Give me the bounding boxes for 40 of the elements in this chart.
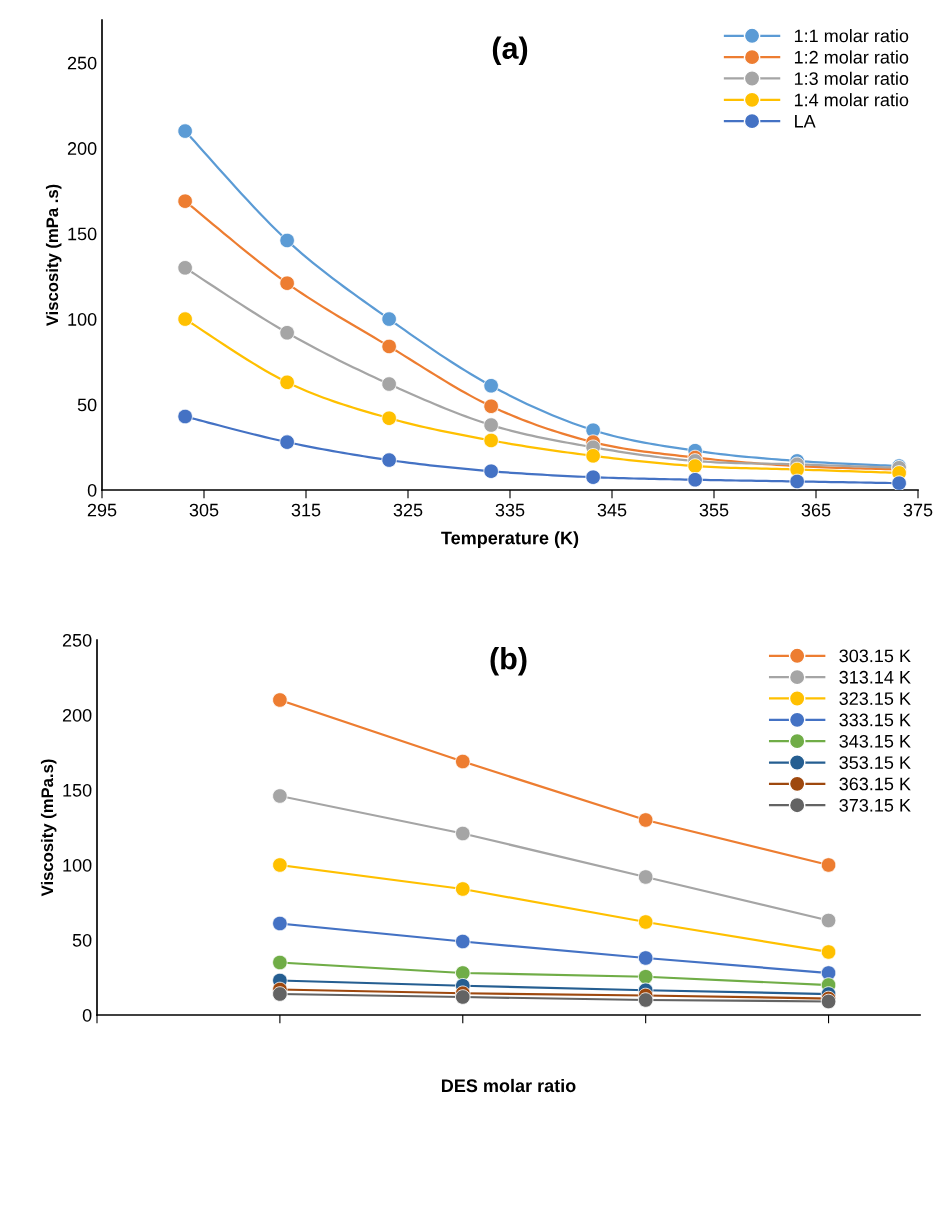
legend-label: 323.15 K xyxy=(839,692,911,705)
legend-label: 303.15 K xyxy=(839,649,911,663)
legend-label: 333.15 K xyxy=(839,713,911,727)
y-tick-label: 0 xyxy=(87,483,97,497)
legend-label: 1:4 molar ratio xyxy=(794,93,909,107)
y-tick-label: 50 xyxy=(77,398,97,412)
y-tick-label: 250 xyxy=(62,633,92,647)
x-tick-label: 305 xyxy=(189,503,219,517)
y-tick-label: 100 xyxy=(68,313,97,326)
y-tick-label: 100 xyxy=(63,858,92,872)
x-tick-label: 315 xyxy=(291,503,321,517)
chart-title: (b) xyxy=(490,647,527,676)
y-tick-label: 200 xyxy=(62,708,92,722)
x-tick-label: 295 xyxy=(87,503,117,517)
y-tick-label: 0 xyxy=(82,1008,92,1022)
legend-label: LA xyxy=(795,115,816,128)
x-tick-label: 375 xyxy=(903,503,933,517)
y-tick-label: 200 xyxy=(67,142,97,155)
legend-label: 343.15 K xyxy=(839,734,911,748)
legend-label: 353.15 K xyxy=(839,756,911,770)
x-tick-label: 365 xyxy=(801,503,831,517)
legend-label: 373.15 K xyxy=(839,798,911,812)
y-axis-title: Viscosity (mPa.s) xyxy=(40,759,57,897)
x-tick-label: 355 xyxy=(699,503,729,517)
y-axis-title: Viscosity (mPa .s) xyxy=(45,184,62,327)
x-axis-title: Temperature (K) xyxy=(441,531,579,548)
x-tick-label: 335 xyxy=(495,503,525,517)
legend-label: 1:3 molar ratio xyxy=(794,71,909,85)
legend-label: 313.14 K xyxy=(839,670,911,684)
legend-label: 1:2 molar ratio xyxy=(794,50,909,64)
x-axis-title: DES molar ratio xyxy=(441,1078,576,1093)
y-tick-label: 150 xyxy=(68,227,97,241)
x-tick-label: 345 xyxy=(597,503,627,517)
legend-label: 363.15 K xyxy=(839,777,911,791)
x-tick-label: 325 xyxy=(393,503,423,517)
y-tick-label: 250 xyxy=(67,56,97,70)
y-tick-label: 150 xyxy=(63,783,92,797)
legend-label: 1:1 molar ratio xyxy=(794,29,909,43)
text: (a) xyxy=(492,36,528,66)
y-tick-label: 50 xyxy=(72,933,92,947)
